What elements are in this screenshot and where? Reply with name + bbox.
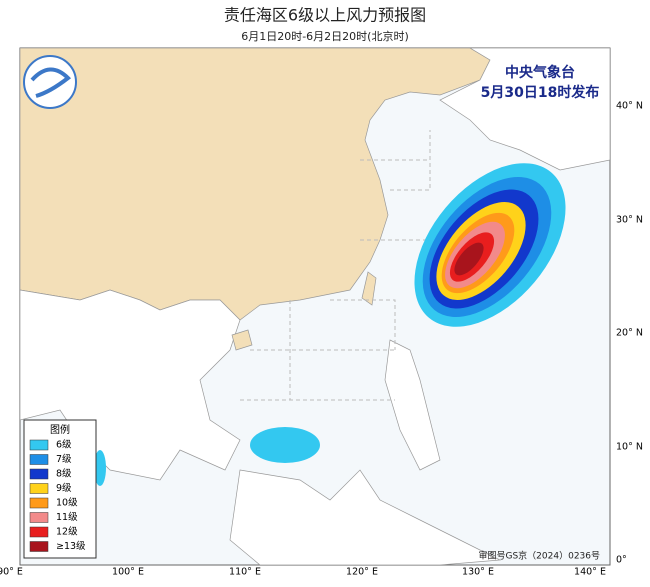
lat-label: 10° N [616, 442, 643, 453]
lon-label: 120° E [346, 567, 378, 578]
lon-label: 100° E [112, 567, 144, 578]
subtitle: 6月1日20时-6月2日20时(北京时) [241, 29, 409, 43]
title: 责任海区6级以上风力预报图 [224, 6, 426, 25]
legend-label: 12级 [56, 526, 78, 538]
sea-area-lines [240, 130, 431, 401]
legend-swatch [29, 497, 49, 509]
legend-label: ≥13级 [56, 540, 86, 552]
legend-label: 11级 [56, 511, 78, 523]
legend-swatch [29, 483, 49, 494]
legend-label: 6级 [56, 439, 72, 451]
lon-label: 110° E [229, 567, 261, 578]
legend-swatch [29, 526, 49, 538]
approval-number: 审图号GS京（2024）0236号 [479, 550, 601, 562]
taiwan [361, 271, 377, 306]
legend-swatch [29, 454, 49, 465]
legend-label: 8级 [56, 468, 72, 480]
wind-area [250, 427, 320, 463]
legend-label: 7级 [56, 453, 72, 465]
lon-label: 140° E [574, 567, 606, 578]
legend: 图例 6级 7级 8级 9级 10级 11级 12级 ≥13级 [23, 419, 97, 559]
legend-label: 9级 [56, 482, 72, 494]
lat-label: 30° N [616, 215, 643, 226]
legend-swatch [29, 439, 49, 451]
lat-label: 20° N [616, 328, 643, 339]
wind-areas [94, 163, 566, 486]
legend-swatch [29, 512, 49, 523]
korea-japan [439, 48, 610, 171]
issued-time: 5月30日18时发布 [481, 84, 600, 101]
legend-swatch [29, 541, 49, 552]
philippines [384, 339, 441, 471]
lon-label: 90° E [0, 567, 23, 578]
lon-label: 130° E [462, 567, 494, 578]
lat-label: 40° N [616, 101, 643, 112]
lat-label: 0° [616, 555, 627, 566]
hainan [231, 329, 253, 351]
legend-title: 图例 [50, 423, 70, 436]
legend-swatch [29, 468, 49, 480]
legend-label: 10级 [56, 497, 78, 509]
logo [23, 55, 77, 109]
wind-area [94, 450, 106, 486]
borneo-indonesia [229, 469, 502, 565]
wind-area [454, 242, 484, 276]
issuer: 中央气象台 [505, 64, 575, 81]
